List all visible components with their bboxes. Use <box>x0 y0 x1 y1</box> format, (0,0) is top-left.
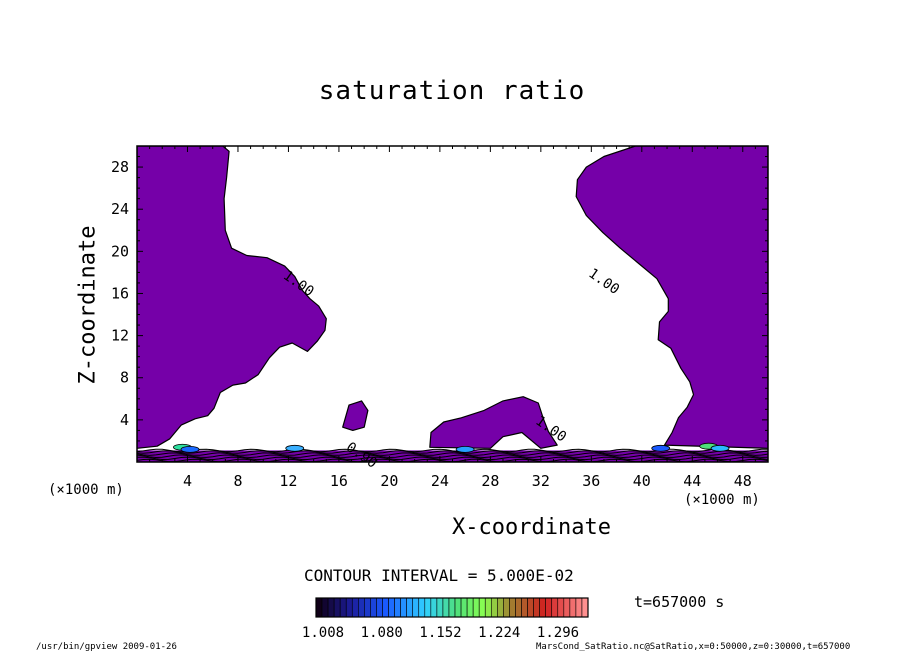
supersaturation-pocket <box>180 445 200 453</box>
chart-title: saturation ratio <box>318 76 586 106</box>
colorbar-swatch <box>460 597 468 618</box>
x-tick-label: 12 <box>279 472 297 490</box>
colorbar-swatch <box>515 597 522 618</box>
colorbar-swatch <box>466 597 474 618</box>
region-middle-blob <box>429 396 558 449</box>
x-tick-label: 36 <box>582 472 600 490</box>
footer-program-date: /usr/bin/gpview 2009-01-26 <box>36 642 177 652</box>
y-tick-label: 12 <box>111 327 129 345</box>
colorbar-swatch <box>412 597 420 618</box>
y-tick-label: 4 <box>120 411 129 429</box>
colorbar-swatch <box>533 597 540 618</box>
colorbar-swatch <box>418 597 426 618</box>
region-upper-right <box>575 146 768 449</box>
colorbar-swatch <box>551 597 559 618</box>
colorbar-swatch <box>321 597 329 618</box>
colorbar-swatch <box>569 597 577 618</box>
colorbar-swatch <box>364 597 371 618</box>
colorbar-swatch <box>327 597 335 618</box>
colorbar-swatch <box>424 597 432 618</box>
colorbar-swatch <box>382 597 389 618</box>
colorbar-swatch <box>448 597 456 618</box>
colorbar-tick-label: 1.296 <box>537 625 579 641</box>
colorbar-swatch <box>497 597 504 618</box>
colorbar-swatch <box>539 597 546 618</box>
supersaturation-pocket <box>285 444 305 452</box>
x-tick-label: 44 <box>683 472 701 490</box>
colorbar-swatch <box>370 597 377 618</box>
colorbar-tick-label: 1.080 <box>361 625 403 641</box>
colorbar-swatch <box>472 597 480 618</box>
x-tick-label: 24 <box>431 472 449 490</box>
colorbar-swatch <box>509 597 516 618</box>
x-tick-label: 16 <box>330 472 348 490</box>
colorbar-swatch <box>400 597 407 618</box>
x-tick-label: 4 <box>183 472 192 490</box>
colorbar-swatch <box>406 597 414 618</box>
colorbar-swatch <box>484 597 492 618</box>
region-upper-left <box>137 146 327 449</box>
y-tick-label: 8 <box>120 369 129 387</box>
colorbar-swatch <box>454 597 462 618</box>
colorbar-swatch <box>345 597 353 618</box>
colorbar-swatch <box>442 597 450 618</box>
colorbar-swatch <box>430 597 438 618</box>
footer-file-info: MarsCond_SatRatio.nc@SatRatio,x=0:50000,… <box>536 642 851 652</box>
colorbar-swatch <box>527 597 534 618</box>
colorbar-swatch <box>376 597 383 618</box>
colorbar-swatch <box>315 597 323 618</box>
surface-band <box>137 450 768 462</box>
y-tick-label: 24 <box>111 200 129 218</box>
x-tick-label: 40 <box>633 472 651 490</box>
colorbar-frame <box>315 597 589 618</box>
x-axis-unit-right: (×1000 m) <box>684 492 760 508</box>
supersaturation-pocket <box>710 444 730 452</box>
y-tick-label: 28 <box>111 158 129 176</box>
region-small-blob <box>342 400 369 431</box>
x-axis-unit-left: (×1000 m) <box>48 482 124 498</box>
contour-interval-label: CONTOUR INTERVAL = 5.000E-02 <box>304 566 574 585</box>
surface-contour-line <box>137 452 768 456</box>
colorbar-tick-label: 1.224 <box>478 625 520 641</box>
surface-contour-line <box>137 454 768 459</box>
colorbar-swatch <box>575 597 583 618</box>
colorbar-swatch <box>581 597 589 618</box>
x-tick-label: 28 <box>481 472 499 490</box>
colorbar-swatch <box>351 597 359 618</box>
supersaturation-pocket <box>455 445 475 453</box>
colorbar-swatch <box>358 597 365 618</box>
supersaturation-pocket <box>651 444 671 452</box>
y-tick-label: 20 <box>111 242 129 260</box>
x-tick-label: 48 <box>734 472 752 490</box>
colorbar-swatch <box>436 597 444 618</box>
y-tick-label: 16 <box>111 284 129 302</box>
colorbar-swatch <box>394 597 401 618</box>
colorbar-swatch <box>490 597 498 618</box>
colorbar-swatch <box>557 597 565 618</box>
colorbar-swatch <box>563 597 571 618</box>
surface-contour-line <box>137 456 768 461</box>
x-tick-label: 32 <box>532 472 550 490</box>
surface-layer <box>137 442 768 462</box>
x-tick-label: 8 <box>233 472 242 490</box>
x-axis-label: X-coordinate <box>452 515 611 540</box>
colorbar-swatch <box>339 597 347 618</box>
contour-label: 0.90 <box>343 439 380 471</box>
colorbar-swatch <box>333 597 341 618</box>
colorbar-swatch <box>388 597 395 618</box>
colorbar: 1.008 1.080 1.152 1.224 1.296 <box>302 597 589 641</box>
colorbar-swatch <box>545 597 553 618</box>
colorbar-swatch <box>503 597 510 618</box>
colorbar-swatch <box>521 597 528 618</box>
colorbar-swatch <box>478 597 486 618</box>
colorbar-tick-label: 1.152 <box>419 625 461 641</box>
time-label: t=657000 s <box>634 593 725 611</box>
x-tick-label: 20 <box>380 472 398 490</box>
contour-label: 1.00 <box>585 266 622 298</box>
colorbar-tick-label: 1.008 <box>302 625 344 641</box>
supersaturated-fills <box>137 146 768 449</box>
